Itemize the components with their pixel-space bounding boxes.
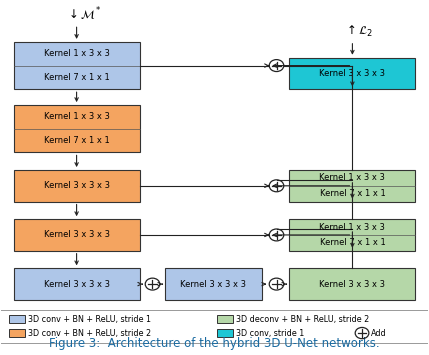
FancyBboxPatch shape [217,329,233,338]
FancyBboxPatch shape [289,170,415,202]
Text: Kernel 3 x 3 x 3: Kernel 3 x 3 x 3 [44,181,109,190]
Text: Kernel 1 x 3 x 3: Kernel 1 x 3 x 3 [44,49,109,58]
FancyBboxPatch shape [14,268,140,300]
FancyBboxPatch shape [289,58,415,89]
Text: Kernel 3 x 3 x 3: Kernel 3 x 3 x 3 [44,230,109,240]
Text: 3D conv + BN + ReLU, stride 2: 3D conv + BN + ReLU, stride 2 [28,329,151,338]
Text: Figure 3:  Architecture of the hybrid 3D U-Net networks.: Figure 3: Architecture of the hybrid 3D … [49,337,380,350]
FancyBboxPatch shape [9,329,25,338]
Text: Kernel 1 x 3 x 3: Kernel 1 x 3 x 3 [320,173,385,182]
Text: Kernel 1 x 3 x 3: Kernel 1 x 3 x 3 [44,113,109,121]
Text: Kernel 3 x 3 x 3: Kernel 3 x 3 x 3 [44,280,109,289]
Text: 3D deconv + BN + ReLU, stride 2: 3D deconv + BN + ReLU, stride 2 [236,315,369,323]
Text: 3D conv + BN + ReLU, stride 1: 3D conv + BN + ReLU, stride 1 [28,315,151,323]
Text: Add: Add [371,329,386,338]
Text: Kernel 7 x 1 x 1: Kernel 7 x 1 x 1 [44,73,109,82]
Text: Kernel 3 x 3 x 3: Kernel 3 x 3 x 3 [320,280,385,289]
FancyBboxPatch shape [289,219,415,251]
FancyBboxPatch shape [14,105,140,152]
Text: Kernel 7 x 1 x 1: Kernel 7 x 1 x 1 [320,238,385,247]
FancyBboxPatch shape [14,42,140,89]
FancyBboxPatch shape [14,219,140,251]
Text: $\downarrow\mathcal{M}^*$: $\downarrow\mathcal{M}^*$ [66,5,102,23]
FancyBboxPatch shape [289,268,415,300]
Text: Kernel 7 x 1 x 1: Kernel 7 x 1 x 1 [44,136,109,145]
Text: Kernel 1 x 3 x 3: Kernel 1 x 3 x 3 [320,223,385,231]
FancyBboxPatch shape [165,268,262,300]
Text: Kernel 3 x 3 x 3: Kernel 3 x 3 x 3 [320,69,385,78]
Text: $\uparrow\mathcal{L}_2$: $\uparrow\mathcal{L}_2$ [344,24,373,39]
Text: Kernel 7 x 1 x 1: Kernel 7 x 1 x 1 [320,189,385,198]
FancyBboxPatch shape [9,315,25,323]
FancyBboxPatch shape [217,315,233,323]
Text: Kernel 3 x 3 x 3: Kernel 3 x 3 x 3 [181,280,246,289]
Text: 3D conv, stride 1: 3D conv, stride 1 [236,329,304,338]
FancyBboxPatch shape [14,170,140,202]
